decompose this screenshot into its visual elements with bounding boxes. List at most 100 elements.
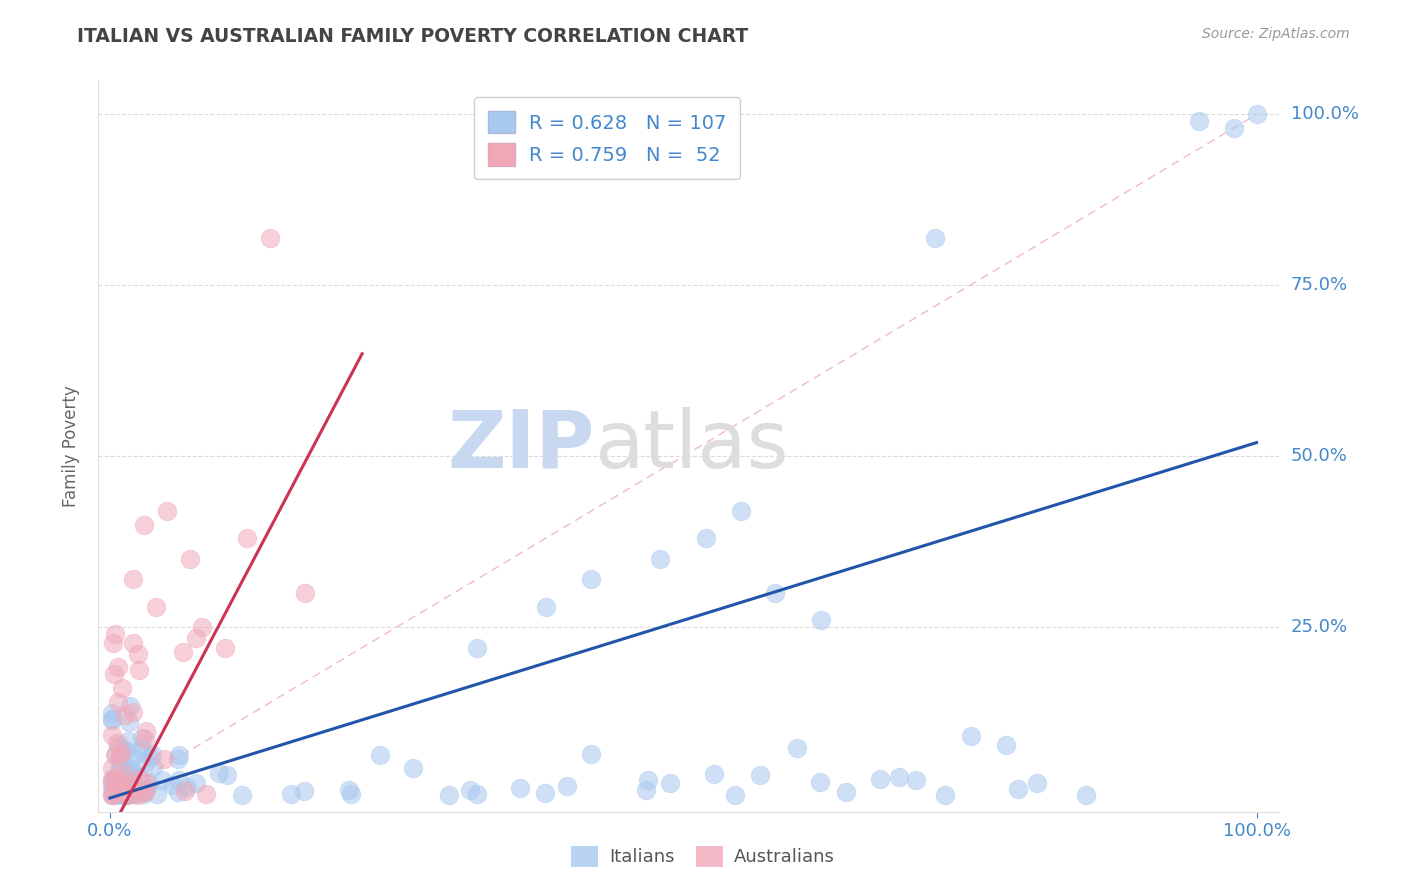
Point: [101, 761, 124, 775]
Point: [105, 736, 128, 750]
Point: [402, 761, 425, 775]
Point: [127, 648, 149, 662]
Point: [120, 762, 142, 776]
Point: [695, 531, 717, 545]
Point: [111, 782, 134, 797]
Point: [368, 748, 391, 763]
Point: [134, 783, 156, 797]
Point: [581, 572, 603, 586]
Point: [105, 774, 128, 789]
Point: [184, 776, 207, 790]
Point: [748, 768, 770, 782]
Point: [104, 747, 127, 762]
Point: [1007, 781, 1029, 796]
Point: [101, 787, 124, 801]
Text: ZIP: ZIP: [447, 407, 595, 485]
Point: [292, 783, 315, 797]
Point: [117, 766, 139, 780]
Point: [110, 756, 132, 771]
Point: [101, 776, 124, 790]
Point: [120, 765, 142, 780]
Point: [111, 779, 134, 793]
Point: [114, 743, 136, 757]
Point: [160, 778, 183, 792]
Point: [1188, 114, 1211, 128]
Point: [176, 780, 198, 795]
Point: [153, 752, 176, 766]
Point: [112, 776, 135, 790]
Point: [465, 640, 488, 655]
Point: [122, 705, 145, 719]
Point: [340, 787, 363, 801]
Point: [808, 775, 831, 789]
Point: [107, 660, 129, 674]
Point: [117, 760, 139, 774]
Point: [127, 788, 149, 802]
Point: [294, 586, 316, 600]
Point: [112, 785, 135, 799]
Point: [108, 754, 131, 768]
Point: [101, 781, 124, 796]
Point: [959, 729, 981, 743]
Point: [190, 620, 212, 634]
Point: [135, 775, 157, 789]
Point: [103, 636, 125, 650]
Point: [134, 784, 156, 798]
Legend: Italians, Australians: Italians, Australians: [564, 838, 842, 874]
Point: [150, 773, 173, 788]
Point: [108, 739, 131, 754]
Point: [195, 787, 218, 801]
Point: [555, 779, 578, 793]
Point: [114, 708, 136, 723]
Point: [101, 728, 124, 742]
Point: [135, 756, 157, 770]
Point: [129, 772, 152, 787]
Point: [215, 768, 238, 782]
Point: [172, 645, 194, 659]
Point: [112, 780, 135, 795]
Point: [236, 531, 259, 545]
Point: [101, 706, 124, 720]
Point: [125, 786, 148, 800]
Text: Source: ZipAtlas.com: Source: ZipAtlas.com: [1202, 27, 1350, 41]
Point: [114, 788, 136, 802]
Point: [120, 777, 142, 791]
Point: [104, 788, 127, 802]
Point: [887, 770, 910, 784]
Point: [214, 640, 236, 655]
Point: [108, 762, 131, 776]
Point: [115, 788, 138, 802]
Point: [101, 788, 124, 802]
Point: [122, 787, 145, 801]
Text: ITALIAN VS AUSTRALIAN FAMILY POVERTY CORRELATION CHART: ITALIAN VS AUSTRALIAN FAMILY POVERTY COR…: [77, 27, 748, 45]
Point: [115, 780, 138, 794]
Point: [208, 766, 231, 780]
Point: [659, 775, 682, 789]
Point: [131, 740, 153, 755]
Point: [138, 776, 160, 790]
Point: [112, 788, 135, 802]
Point: [650, 551, 672, 566]
Point: [509, 780, 531, 795]
Point: [104, 772, 127, 786]
Point: [118, 773, 141, 788]
Point: [128, 770, 150, 784]
Point: [110, 747, 132, 762]
Point: [534, 599, 557, 614]
Point: [703, 767, 725, 781]
Point: [101, 788, 124, 802]
Point: [174, 784, 197, 798]
Point: [111, 681, 134, 696]
Point: [934, 788, 956, 802]
Point: [184, 632, 207, 646]
Point: [128, 663, 150, 677]
Point: [869, 772, 891, 786]
Point: [634, 782, 657, 797]
Point: [166, 784, 188, 798]
Point: [179, 551, 201, 566]
Point: [129, 745, 152, 759]
Point: [166, 752, 188, 766]
Point: [1246, 107, 1268, 121]
Point: [132, 787, 155, 801]
Point: [135, 724, 157, 739]
